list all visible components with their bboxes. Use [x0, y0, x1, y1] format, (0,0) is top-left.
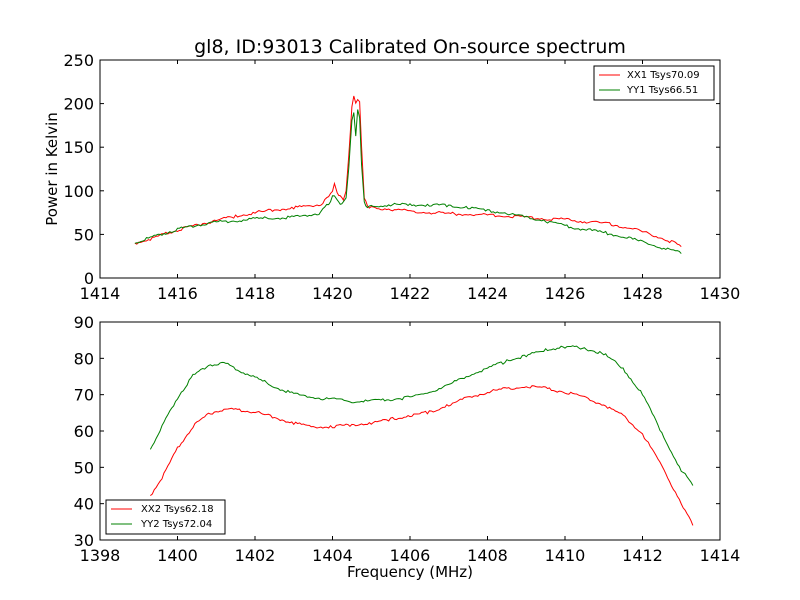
top-ticks-group: 1414 1416 1418 1420 1422 1424 1426 1428 1430 0 50 1… — [63, 51, 740, 303]
bottom-x-tick-label-0: 1398 — [80, 546, 121, 565]
bottom-x-tick-label-7: 1412 — [622, 546, 663, 565]
top-x-tick-label-1: 1416 — [157, 284, 198, 303]
bottom-x-tick-label-3: 1404 — [312, 546, 353, 565]
bottom-legend-label-1: YY2 Tsys72.04 — [140, 519, 212, 530]
bottom-series-line-0 — [150, 385, 694, 526]
bottom-x-tick-label-6: 1410 — [545, 546, 586, 565]
chart-title: gl8, ID:93013 Calibrated On-source spect… — [194, 36, 626, 58]
top-y-axis-label: Power in Kelvin — [43, 112, 61, 226]
top-y-tick-label-2: 100 — [63, 182, 94, 201]
top-y-tick-label-5: 250 — [63, 51, 94, 70]
bottom-x-tick-label-4: 1406 — [390, 546, 431, 565]
top-series-line-0 — [134, 95, 682, 247]
top-series-group — [134, 95, 682, 254]
top-x-tick-label-6: 1426 — [545, 284, 586, 303]
bottom-y-tick-label-3: 60 — [74, 422, 94, 441]
top-x-tick-label-7: 1428 — [622, 284, 663, 303]
top-legend-box — [593, 65, 715, 101]
x-axis-label: Frequency (MHz) — [347, 563, 473, 581]
bottom-legend: XX2 Tsys62.18 YY2 Tsys72.04 — [105, 499, 226, 535]
bottom-panel: 1398 1400 1402 1404 1406 1408 1410 1412 1414 30 40… — [74, 313, 741, 581]
bottom-y-tick-label-4: 70 — [74, 386, 94, 405]
top-y-tick-label-0: 0 — [84, 269, 94, 288]
bottom-series-line-1 — [149, 345, 694, 486]
bottom-x-tick-label-5: 1408 — [467, 546, 508, 565]
bottom-series-group — [149, 345, 694, 526]
bottom-x-tick-label-1: 1400 — [157, 546, 198, 565]
top-x-tick-label-5: 1424 — [467, 284, 508, 303]
top-panel: gl8, ID:93013 Calibrated On-source spect… — [43, 36, 740, 303]
top-x-tick-label-0: 1414 — [80, 284, 121, 303]
top-x-tick-label-4: 1422 — [390, 284, 431, 303]
bottom-y-tick-label-0: 30 — [74, 531, 94, 550]
top-legend-label-1: YY1 Tsys66.51 — [626, 85, 698, 96]
top-series-line-1 — [134, 109, 682, 254]
bottom-legend-label-0: XX2 Tsys62.18 — [141, 504, 214, 515]
bottom-x-tick-label-2: 1402 — [235, 546, 276, 565]
bottom-plot-frame — [99, 321, 721, 541]
top-x-tick-label-3: 1420 — [312, 284, 353, 303]
bottom-legend-box — [105, 499, 226, 535]
bottom-ticks-group: 1398 1400 1402 1404 1406 1408 1410 1412 1414 30 40… — [74, 313, 741, 565]
bottom-y-tick-label-5: 80 — [74, 349, 94, 368]
top-y-tick-label-1: 50 — [74, 225, 94, 244]
top-plot-frame — [99, 59, 721, 279]
top-y-tick-label-3: 150 — [63, 138, 94, 157]
bottom-x-tick-label-8: 1414 — [700, 546, 741, 565]
top-legend: XX1 Tsys70.09 YY1 Tsys66.51 — [593, 65, 715, 101]
top-x-tick-label-2: 1418 — [235, 284, 276, 303]
bottom-y-tick-label-2: 50 — [74, 458, 94, 477]
bottom-y-tick-label-6: 90 — [74, 313, 94, 332]
top-x-tick-label-8: 1430 — [700, 284, 741, 303]
top-legend-label-0: XX1 Tsys70.09 — [627, 70, 700, 81]
top-y-tick-label-4: 200 — [63, 95, 94, 114]
bottom-y-tick-label-1: 40 — [74, 495, 94, 514]
